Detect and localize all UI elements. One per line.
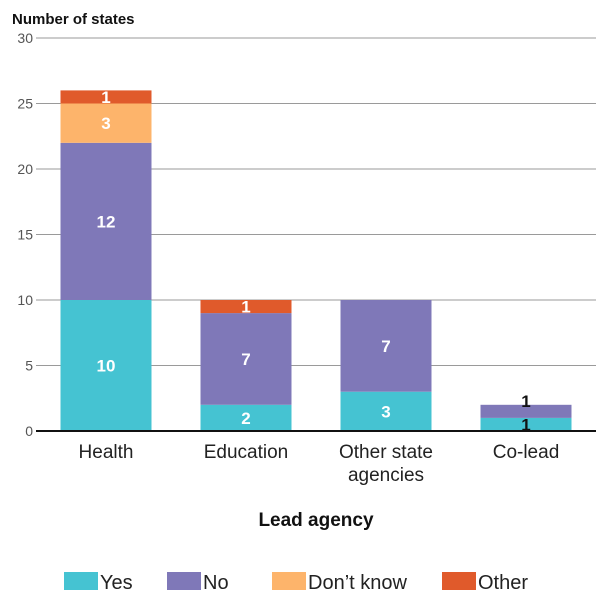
data-label-other-state-agencies-no: 7: [381, 337, 390, 356]
legend-swatch: [64, 572, 98, 590]
legend-item-other: Other: [442, 572, 528, 594]
x-tick-labels: Health Education Other state agencies Co-lea…: [79, 442, 560, 486]
y-tick-label: 5: [25, 358, 33, 374]
data-label-education-yes: 2: [241, 409, 250, 428]
legend-item-yes: Yes: [64, 572, 133, 594]
data-label-co-lead-no: 1: [521, 392, 530, 411]
bar-education-no: [200, 313, 292, 405]
bar-health-don-t-know: [60, 103, 152, 143]
legend-swatch: [272, 572, 306, 590]
x-tick-label-other-state-agencies: Other state agencies: [339, 442, 433, 486]
legend-label: No: [203, 572, 229, 594]
bar-health-yes: [60, 300, 152, 431]
bar-other-state-agencies-yes: [340, 391, 432, 431]
data-label-health-no: 12: [97, 212, 116, 231]
bar-health-no: [60, 142, 152, 300]
data-label-health-don-t-know: 3: [101, 114, 110, 133]
legend-item-no: No: [167, 572, 229, 594]
x-axis-title: Lead agency: [258, 510, 374, 531]
legend-label: Don’t know: [308, 572, 407, 594]
bar-education-yes: [200, 404, 292, 431]
y-tick-label: 30: [17, 30, 33, 46]
x-tick-label-health: Health: [79, 442, 134, 463]
data-label-health-other: 1: [101, 88, 110, 107]
legend-label: Yes: [100, 572, 133, 594]
legend-swatch: [167, 572, 201, 590]
bar-education-other: [200, 300, 292, 314]
bar-co-lead-no: [480, 404, 572, 418]
legend-swatch: [442, 572, 476, 590]
legend-item-don-t-know: Don’t know: [272, 572, 407, 594]
x-tick-label-education: Education: [204, 442, 289, 463]
y-axis-title: Number of states: [12, 11, 135, 28]
data-label-co-lead-yes: 1: [521, 415, 530, 434]
y-tick-label: 20: [17, 161, 33, 177]
data-label-health-yes: 10: [97, 357, 116, 376]
y-tick-label: 0: [25, 423, 33, 439]
y-tick-label: 25: [17, 96, 33, 112]
x-tick-label-co-lead: Co-lead: [493, 442, 560, 463]
legend-label: Other: [478, 572, 528, 594]
bar-other-state-agencies-no: [340, 300, 432, 392]
data-label-education-other: 1: [241, 298, 250, 317]
data-label-other-state-agencies-yes: 3: [381, 402, 390, 421]
y-tick-labels: 0 5 10 15 20 25 30: [17, 30, 33, 439]
y-tick-label: 10: [17, 292, 33, 308]
bar-co-lead-yes: [480, 417, 572, 431]
legend: Yes No Don’t know Other: [64, 572, 528, 594]
bar-health-other: [60, 90, 152, 104]
data-label-education-no: 7: [241, 350, 250, 369]
y-tick-label: 15: [17, 227, 33, 243]
